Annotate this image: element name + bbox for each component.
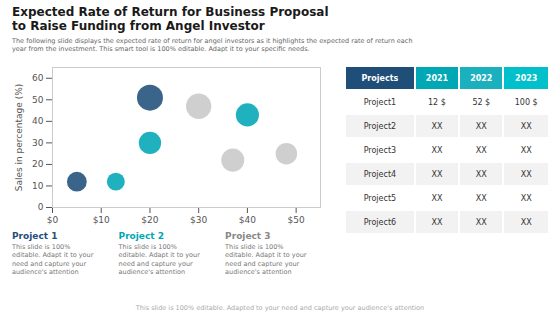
html-text:Project2: Project2 <box>363 122 397 131</box>
html-text:XX: XX <box>520 122 532 131</box>
html-text:XX: XX <box>520 218 532 227</box>
html-text:Projects: Projects <box>361 74 399 83</box>
html-text:This slide is 100% editable. A: This slide is 100% editable. Adapt it to… <box>118 243 200 276</box>
svg-text:$40: $40 <box>239 215 256 225</box>
html-text:XX: XX <box>431 122 443 131</box>
html-text:Project6: Project6 <box>363 218 397 227</box>
html-text:XX: XX <box>431 170 443 179</box>
svg-text:$20: $20 <box>141 215 158 225</box>
svg-text:50: 50 <box>32 95 44 105</box>
html-text:XX: XX <box>475 194 487 203</box>
svg-text:20: 20 <box>32 160 44 170</box>
html-text:52 $: 52 $ <box>472 98 491 107</box>
svg-text:40: 40 <box>32 117 44 127</box>
svg-text:0: 0 <box>38 203 44 213</box>
html-text:Project 1: Project 1 <box>12 231 58 242</box>
svg-text:$0: $0 <box>47 215 59 225</box>
svg-text:$10: $10 <box>93 215 110 225</box>
html-text:XX: XX <box>431 218 443 227</box>
html-text:XX: XX <box>520 146 532 155</box>
html-text:12 $: 12 $ <box>428 98 446 107</box>
html-text:This slide is 100% editable. A: This slide is 100% editable. Adapt it to… <box>12 243 94 276</box>
html-text:Expected Rate of Return for Bu: Expected Rate of Return for Business Pro… <box>12 5 329 33</box>
html-text:XX: XX <box>431 146 443 155</box>
html-text:XX: XX <box>475 218 487 227</box>
html-text:This slide is 100% editable. A: This slide is 100% editable. Adapt it to… <box>225 243 307 276</box>
html-text:The following slide displays t: The following slide displays the expecte… <box>12 36 413 53</box>
html-text:Project 2: Project 2 <box>118 231 164 242</box>
svg-text:60: 60 <box>32 74 44 84</box>
html-text:Project1: Project1 <box>363 98 397 107</box>
html-text:Project4: Project4 <box>363 170 397 179</box>
html-text:This slide is 100% editable. A: This slide is 100% editable. Adapted to … <box>135 304 425 312</box>
svg-text:10: 10 <box>32 181 44 191</box>
html-text:XX: XX <box>475 170 487 179</box>
html-text:2021: 2021 <box>425 74 449 83</box>
html-text:Project3: Project3 <box>363 146 397 155</box>
svg-text:Sales in percentage (%): Sales in percentage (%) <box>14 84 24 192</box>
svg-text:$30: $30 <box>190 215 207 225</box>
html-text:XX: XX <box>475 146 487 155</box>
html-text:Project5: Project5 <box>363 194 397 203</box>
html-text:XX: XX <box>475 122 487 131</box>
svg-text:30: 30 <box>32 138 44 148</box>
html-text:XX: XX <box>520 194 532 203</box>
html-text:XX: XX <box>431 194 443 203</box>
html-text:100 $: 100 $ <box>514 98 538 107</box>
html-text:2023: 2023 <box>515 74 538 83</box>
html-text:2022: 2022 <box>470 74 493 83</box>
svg-text:$50: $50 <box>288 215 305 225</box>
html-text:Project 3: Project 3 <box>225 231 271 242</box>
html-text:XX: XX <box>520 170 532 179</box>
